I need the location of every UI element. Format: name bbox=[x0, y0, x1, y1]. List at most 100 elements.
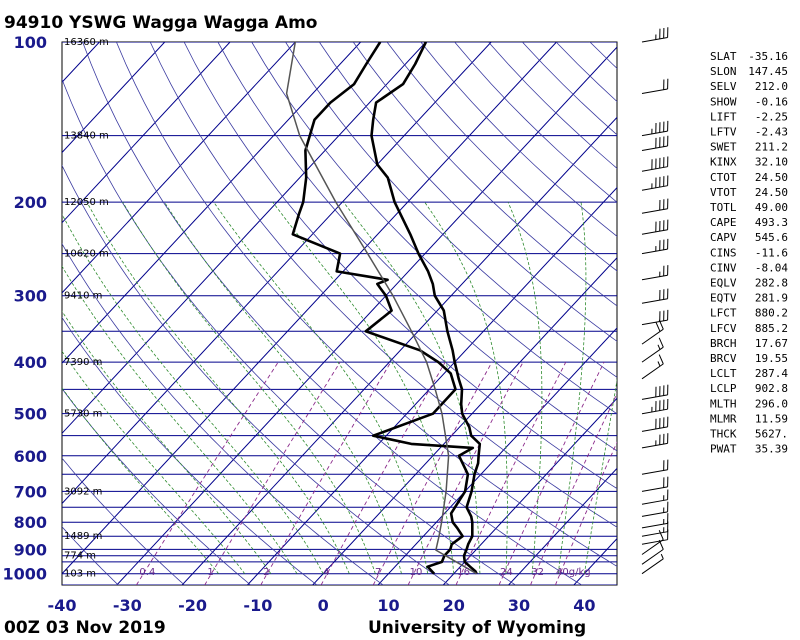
barb-flag bbox=[663, 157, 665, 168]
barb-flag bbox=[667, 433, 669, 444]
temperature-tick-label: 10 bbox=[377, 596, 399, 615]
stat-key: LCLP bbox=[710, 382, 737, 395]
barb-staff bbox=[641, 499, 668, 505]
barb-flag bbox=[667, 529, 669, 540]
barb-flag bbox=[655, 386, 657, 397]
height-label: 5730 m bbox=[64, 409, 102, 420]
barb-flag bbox=[667, 120, 669, 132]
barb-flag bbox=[659, 28, 661, 39]
stat-value: -35.16 bbox=[748, 50, 788, 63]
temperature-tick-label: 30 bbox=[508, 596, 530, 615]
stat-value: -2.25 bbox=[755, 110, 788, 123]
wind-barb bbox=[641, 27, 669, 43]
stat-key: VTOT bbox=[710, 186, 737, 199]
stat-value: 49.00 bbox=[755, 201, 788, 214]
barb-staff bbox=[641, 511, 668, 517]
height-label: 13840 m bbox=[64, 131, 109, 142]
isotherm bbox=[62, 42, 361, 364]
barb-staff bbox=[641, 166, 668, 172]
pressure-tick-label: 1000 bbox=[2, 565, 47, 584]
wind-barb bbox=[641, 433, 669, 449]
stat-value: 11.59 bbox=[755, 412, 788, 425]
barb-flag bbox=[655, 418, 657, 429]
stat-value: 493.3 bbox=[755, 216, 788, 229]
mixing-ratio-label: 4 bbox=[323, 567, 329, 578]
barb-half-flag bbox=[651, 128, 653, 134]
moist-adiabat bbox=[343, 201, 481, 574]
barb-staff bbox=[641, 486, 668, 492]
barb-half-flag bbox=[659, 271, 661, 277]
barb-flag bbox=[667, 156, 669, 167]
stat-key: BRCH bbox=[710, 337, 737, 350]
barb-staff bbox=[641, 531, 668, 537]
isotherm bbox=[62, 42, 296, 294]
height-label: 9410 m bbox=[64, 291, 102, 302]
barb-half-flag bbox=[663, 527, 665, 533]
mixing-ratio-label: 24 bbox=[500, 567, 513, 578]
stat-key: LFCV bbox=[710, 322, 737, 335]
wind-barb bbox=[641, 198, 669, 214]
barb-flag bbox=[667, 78, 669, 89]
barb-staff bbox=[641, 298, 668, 304]
barb-flag bbox=[655, 122, 657, 134]
mixing-ratio-label: 1 bbox=[207, 567, 213, 578]
isotherm bbox=[62, 42, 427, 435]
barb-flag bbox=[663, 199, 665, 210]
barb-flag bbox=[659, 199, 661, 211]
stat-key: TOTL bbox=[710, 201, 737, 214]
barb-flag bbox=[663, 176, 665, 187]
barb-flag bbox=[663, 121, 665, 132]
barb-staff bbox=[641, 319, 668, 326]
stat-key: MLTH bbox=[710, 397, 737, 410]
barb-flag bbox=[658, 319, 664, 330]
wind-barb bbox=[641, 238, 669, 255]
mixing-ratio-line bbox=[530, 392, 617, 585]
height-label: 1489 m bbox=[64, 531, 102, 542]
temperature-line bbox=[370, 42, 482, 575]
barb-flag bbox=[667, 288, 669, 299]
barb-staff bbox=[641, 522, 668, 529]
mixing-ratio-line bbox=[204, 361, 341, 585]
mixing-ratio-label: 40g/kg bbox=[556, 567, 591, 578]
barb-half-flag bbox=[663, 518, 665, 525]
mixing-ratio-line bbox=[372, 361, 493, 585]
barb-flag bbox=[659, 311, 661, 322]
mixing-ratio-label: 7 bbox=[375, 567, 381, 578]
mixing-ratio-label: 2 bbox=[263, 567, 269, 578]
barb-flag bbox=[655, 321, 661, 332]
barb-flag bbox=[667, 238, 669, 250]
height-label: 7390 m bbox=[64, 357, 102, 368]
pressure-tick-label: 600 bbox=[14, 447, 47, 466]
isotherm bbox=[181, 116, 617, 585]
barb-staff bbox=[641, 145, 668, 151]
stat-key: CAPV bbox=[710, 231, 737, 244]
isotherm bbox=[0, 42, 34, 585]
stat-key: PWAT bbox=[710, 443, 737, 456]
dry-adiabat bbox=[149, 42, 617, 528]
stat-value: 212.0 bbox=[755, 80, 788, 93]
barb-flag bbox=[663, 460, 665, 471]
dry-adiabat bbox=[62, 526, 119, 585]
barb-flag bbox=[663, 477, 665, 488]
barb-flag bbox=[655, 158, 657, 169]
dry-adiabat bbox=[386, 42, 617, 272]
barb-flag bbox=[667, 398, 669, 410]
barb-flag bbox=[667, 501, 669, 512]
stat-key: LIFT bbox=[710, 110, 737, 123]
stat-value: -11.6 bbox=[755, 246, 788, 259]
height-label: 103 m bbox=[64, 569, 96, 580]
isotherm bbox=[442, 397, 617, 585]
chart-title: 94910 YSWG Wagga Wagga Amo bbox=[4, 13, 317, 33]
temperature-tick-label: -20 bbox=[178, 596, 207, 615]
height-label: 774 m bbox=[64, 551, 96, 562]
mixing-ratio-line bbox=[498, 361, 605, 585]
barb-half-flag bbox=[651, 406, 653, 412]
dry-adiabat bbox=[62, 164, 450, 585]
stat-value: 545.6 bbox=[755, 231, 788, 244]
pressure-tick-label: 500 bbox=[14, 405, 47, 424]
pressure-tick-label: 400 bbox=[14, 353, 47, 372]
barb-flag bbox=[659, 386, 661, 397]
moist-adiabat bbox=[86, 201, 350, 574]
barb-staff bbox=[641, 130, 668, 137]
wind-barb bbox=[641, 175, 669, 191]
